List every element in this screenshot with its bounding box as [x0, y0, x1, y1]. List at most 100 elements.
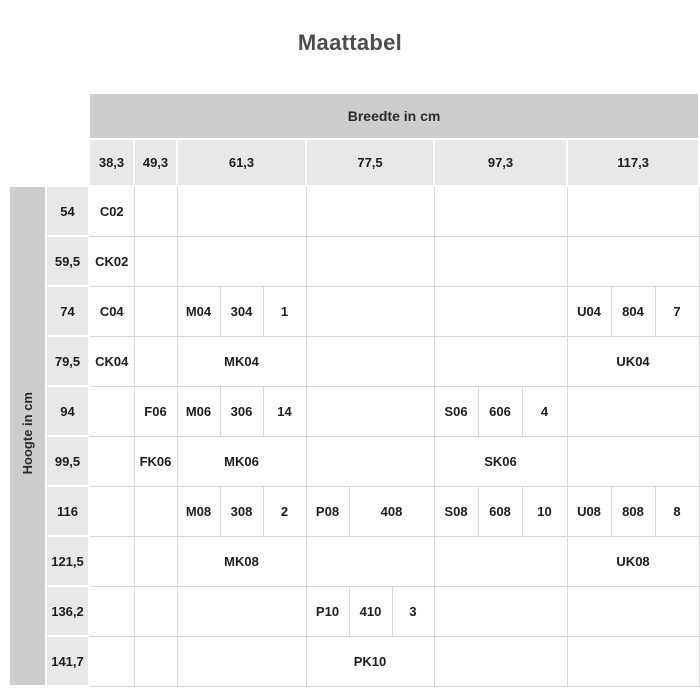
size-code-cell: 7 — [654, 285, 700, 337]
table-row: 136,2 P10 410 3 — [9, 585, 700, 637]
empty-cell — [305, 335, 435, 387]
empty-cell — [133, 485, 178, 537]
empty-cell — [433, 635, 568, 687]
page-title: Maattabel — [297, 30, 403, 55]
empty-cell — [305, 185, 435, 237]
empty-cell — [433, 535, 568, 587]
width-value: 77,5 — [305, 138, 435, 187]
size-code-cell: UK08 — [566, 535, 700, 587]
table-row: 59,5 CK02 — [9, 235, 700, 287]
column-axis-header: Breedte in cm — [87, 92, 700, 140]
row-axis-header: Hoogte in cm — [8, 185, 47, 687]
empty-cell — [133, 535, 178, 587]
corner-blank — [9, 93, 89, 139]
size-code-cell: 410 — [348, 585, 393, 637]
empty-cell — [133, 185, 178, 237]
empty-cell — [566, 235, 700, 287]
empty-cell — [566, 635, 700, 687]
height-value: 99,5 — [45, 435, 90, 487]
size-table-wrapper: Breedte in cm 38,3 49,3 61,3 77,5 97,3 1… — [8, 92, 700, 687]
empty-cell — [133, 585, 178, 637]
table-row: 38,3 49,3 61,3 77,5 97,3 117,3 — [9, 138, 700, 187]
height-value: 59,5 — [45, 235, 90, 287]
corner-blank — [9, 139, 89, 186]
size-code-cell: U08 — [566, 485, 612, 537]
size-table: Breedte in cm 38,3 49,3 61,3 77,5 97,3 1… — [8, 92, 700, 687]
height-value: 116 — [45, 485, 90, 537]
empty-cell — [176, 185, 307, 237]
size-code-cell: 304 — [219, 285, 264, 337]
size-code-cell: 4 — [521, 385, 568, 437]
empty-cell — [433, 235, 568, 287]
table-row: 99,5 FK06 MK06 SK06 — [9, 435, 700, 487]
size-code-cell: 408 — [348, 485, 435, 537]
empty-cell — [433, 285, 568, 337]
size-code-cell: C02 — [88, 185, 135, 237]
empty-cell — [566, 185, 700, 237]
size-code-cell: SK06 — [433, 435, 568, 487]
empty-cell — [433, 335, 568, 387]
width-value: 97,3 — [433, 138, 568, 187]
size-code-cell: C04 — [88, 285, 135, 337]
size-code-cell: 608 — [477, 485, 523, 537]
table-row: 141,7 PK10 — [9, 635, 700, 687]
empty-cell — [88, 535, 135, 587]
empty-cell — [133, 335, 178, 387]
height-value: 74 — [45, 285, 90, 337]
size-code-cell: M08 — [176, 485, 221, 537]
empty-cell — [305, 385, 435, 437]
height-value: 141,7 — [45, 635, 90, 687]
height-value: 79,5 — [45, 335, 90, 387]
empty-cell — [566, 435, 700, 487]
empty-cell — [133, 285, 178, 337]
height-value: 121,5 — [45, 535, 90, 587]
width-value: 117,3 — [565, 138, 700, 187]
empty-cell — [88, 635, 135, 687]
empty-cell — [176, 235, 307, 287]
size-code-cell: CK02 — [88, 235, 135, 287]
size-code-cell: UK04 — [566, 335, 700, 387]
size-code-cell: 10 — [521, 485, 568, 537]
width-value: 38,3 — [88, 138, 135, 187]
size-code-cell: 3 — [391, 585, 435, 637]
size-code-cell: MK06 — [176, 435, 307, 487]
size-code-cell: 2 — [262, 485, 307, 537]
empty-cell — [566, 585, 700, 637]
table-row: Breedte in cm — [9, 92, 700, 140]
empty-cell — [305, 235, 435, 287]
size-code-cell: M06 — [176, 385, 221, 437]
size-code-cell: S08 — [433, 485, 479, 537]
empty-cell — [433, 185, 568, 237]
size-code-cell: MK08 — [176, 535, 307, 587]
height-value: 136,2 — [45, 585, 90, 637]
empty-cell — [566, 385, 700, 437]
empty-cell — [133, 235, 178, 287]
height-value: 54 — [45, 185, 90, 237]
size-code-cell: 8 — [654, 485, 700, 537]
size-code-cell: U04 — [566, 285, 612, 337]
table-row: 116 M08 308 2 P08 408 S08 608 10 U08 808… — [9, 485, 700, 537]
empty-cell — [305, 535, 435, 587]
width-value: 49,3 — [133, 138, 178, 187]
size-code-cell: P08 — [305, 485, 350, 537]
empty-cell — [305, 285, 435, 337]
empty-cell — [88, 435, 135, 487]
size-code-cell: M04 — [176, 285, 221, 337]
width-value: 61,3 — [176, 138, 307, 187]
size-code-cell: 308 — [219, 485, 264, 537]
empty-cell — [88, 485, 135, 537]
size-code-cell: P10 — [305, 585, 350, 637]
table-row: 121,5 MK08 UK08 — [9, 535, 700, 587]
size-code-cell: S06 — [433, 385, 479, 437]
empty-cell — [305, 435, 435, 487]
size-code-cell: 804 — [610, 285, 656, 337]
empty-cell — [176, 585, 307, 637]
table-row: 74 C04 M04 304 1 U04 804 7 — [9, 285, 700, 337]
height-value: 94 — [45, 385, 90, 437]
size-code-cell: PK10 — [305, 635, 435, 687]
size-code-cell: 306 — [219, 385, 264, 437]
size-code-cell: MK04 — [176, 335, 307, 387]
empty-cell — [88, 585, 135, 637]
size-code-cell: 808 — [610, 485, 656, 537]
